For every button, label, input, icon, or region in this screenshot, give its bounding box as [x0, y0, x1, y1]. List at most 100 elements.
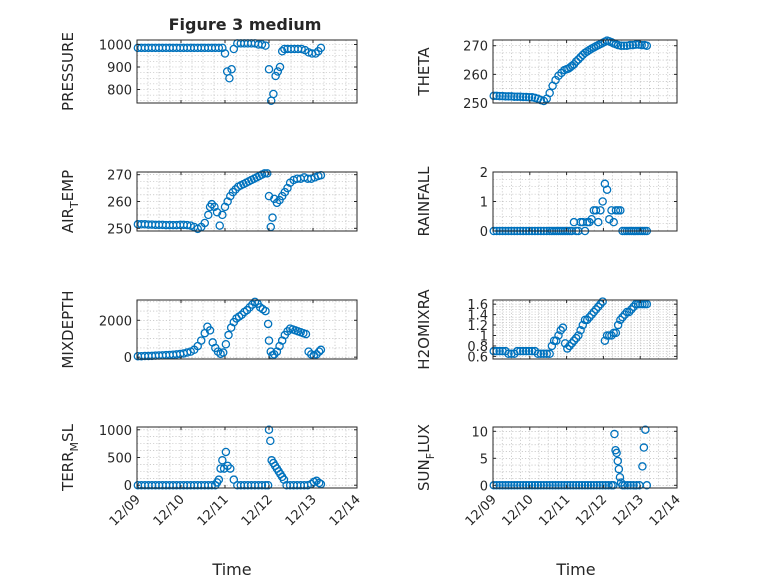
data-point [221, 447, 231, 457]
data-point [316, 345, 326, 355]
data-point [586, 481, 596, 490]
data-point [501, 92, 510, 101]
data-point [264, 336, 274, 345]
data-point [548, 481, 557, 490]
y-tick-label: 0 [480, 479, 488, 494]
data-point [227, 65, 236, 74]
data-point [533, 349, 543, 359]
data-point [266, 436, 275, 446]
x-tick-label: 12/13 [610, 492, 647, 529]
data-point [631, 40, 641, 49]
data-point [642, 481, 652, 490]
data-point [277, 47, 287, 56]
data-point [609, 217, 618, 227]
y-axis-label: PRESSURE [59, 32, 77, 111]
data-point [248, 300, 257, 309]
data-point [536, 481, 546, 490]
y-tick-label: 250 [107, 222, 132, 237]
figure-title: Figure 3 medium [169, 15, 322, 34]
data-point [539, 349, 549, 359]
data-point [589, 307, 599, 317]
x-axis-label: Time [211, 560, 251, 579]
data-point [613, 320, 623, 330]
y-tick-label: 260 [463, 68, 488, 83]
data-point [513, 481, 522, 490]
data-point [262, 169, 272, 178]
x-tick-label: 12/12 [573, 492, 610, 529]
x-tick-label: 12/14 [647, 492, 684, 529]
y-tick-label: 1.4 [467, 309, 488, 324]
data-point [498, 481, 507, 490]
data-point [557, 481, 566, 490]
data-point [580, 481, 590, 490]
x-tick-label: 12/13 [283, 492, 320, 529]
data-point [545, 88, 554, 98]
y-tick-label: 5 [480, 452, 488, 467]
data-point [213, 347, 223, 356]
x-tick-label: 12/10 [500, 492, 537, 529]
data-point [275, 62, 285, 72]
data-point [629, 481, 638, 490]
data-point [261, 41, 270, 50]
data-point [311, 49, 320, 58]
data-point [637, 40, 646, 50]
data-point [616, 41, 626, 50]
data-point [582, 315, 592, 325]
subplot-5: 0 2000 MIXDEPTH [59, 290, 358, 369]
data-point [610, 429, 619, 439]
data-point [312, 350, 321, 359]
data-point [576, 52, 585, 62]
data-point [263, 480, 273, 490]
data-point [613, 456, 623, 466]
data-point [607, 331, 616, 340]
data-point [524, 93, 534, 102]
data-point [624, 307, 634, 317]
x-tick-label: 12/11 [536, 492, 573, 529]
data-point [224, 330, 233, 340]
data-point [218, 210, 227, 220]
data-point [568, 481, 578, 490]
data-point [216, 464, 225, 473]
y-tick-label: 0.6 [467, 350, 488, 365]
data-point [578, 320, 588, 330]
data-point [504, 481, 513, 490]
data-point [563, 344, 572, 353]
data-point [582, 47, 592, 56]
data-point [600, 336, 610, 345]
data-point [257, 480, 267, 490]
y-tick-label: 1000 [99, 39, 132, 54]
data-point [207, 199, 217, 209]
y-tick-label: 250 [463, 97, 488, 112]
data-point [521, 92, 531, 102]
data-point [612, 448, 621, 458]
y-tick-label: 1000 [99, 424, 132, 439]
data-point [269, 89, 278, 99]
x-tick-label: 12/09 [107, 492, 144, 529]
data-point [316, 43, 326, 53]
data-point [602, 185, 612, 194]
data-point [576, 326, 585, 335]
data-point [268, 213, 277, 222]
data-point [625, 40, 635, 50]
data-point [623, 481, 632, 490]
data-point [619, 41, 629, 50]
data-point [504, 92, 513, 101]
data-point [242, 305, 252, 315]
data-point [641, 425, 650, 434]
data-point [182, 348, 192, 357]
data-point [489, 481, 498, 490]
data-point [609, 481, 618, 490]
data-point [489, 346, 498, 356]
subplot-1: 800 900 1000 PRESSURE [59, 32, 358, 111]
data-point [565, 341, 574, 351]
data-point [554, 331, 563, 340]
data-point [639, 443, 649, 452]
data-point [507, 92, 516, 101]
y-tick-label: 1.2 [467, 319, 488, 334]
data-point [510, 481, 519, 490]
data-point [616, 206, 625, 215]
data-point [571, 57, 581, 66]
data-point [567, 339, 577, 348]
data-point [642, 299, 652, 309]
axes-box [136, 39, 358, 104]
